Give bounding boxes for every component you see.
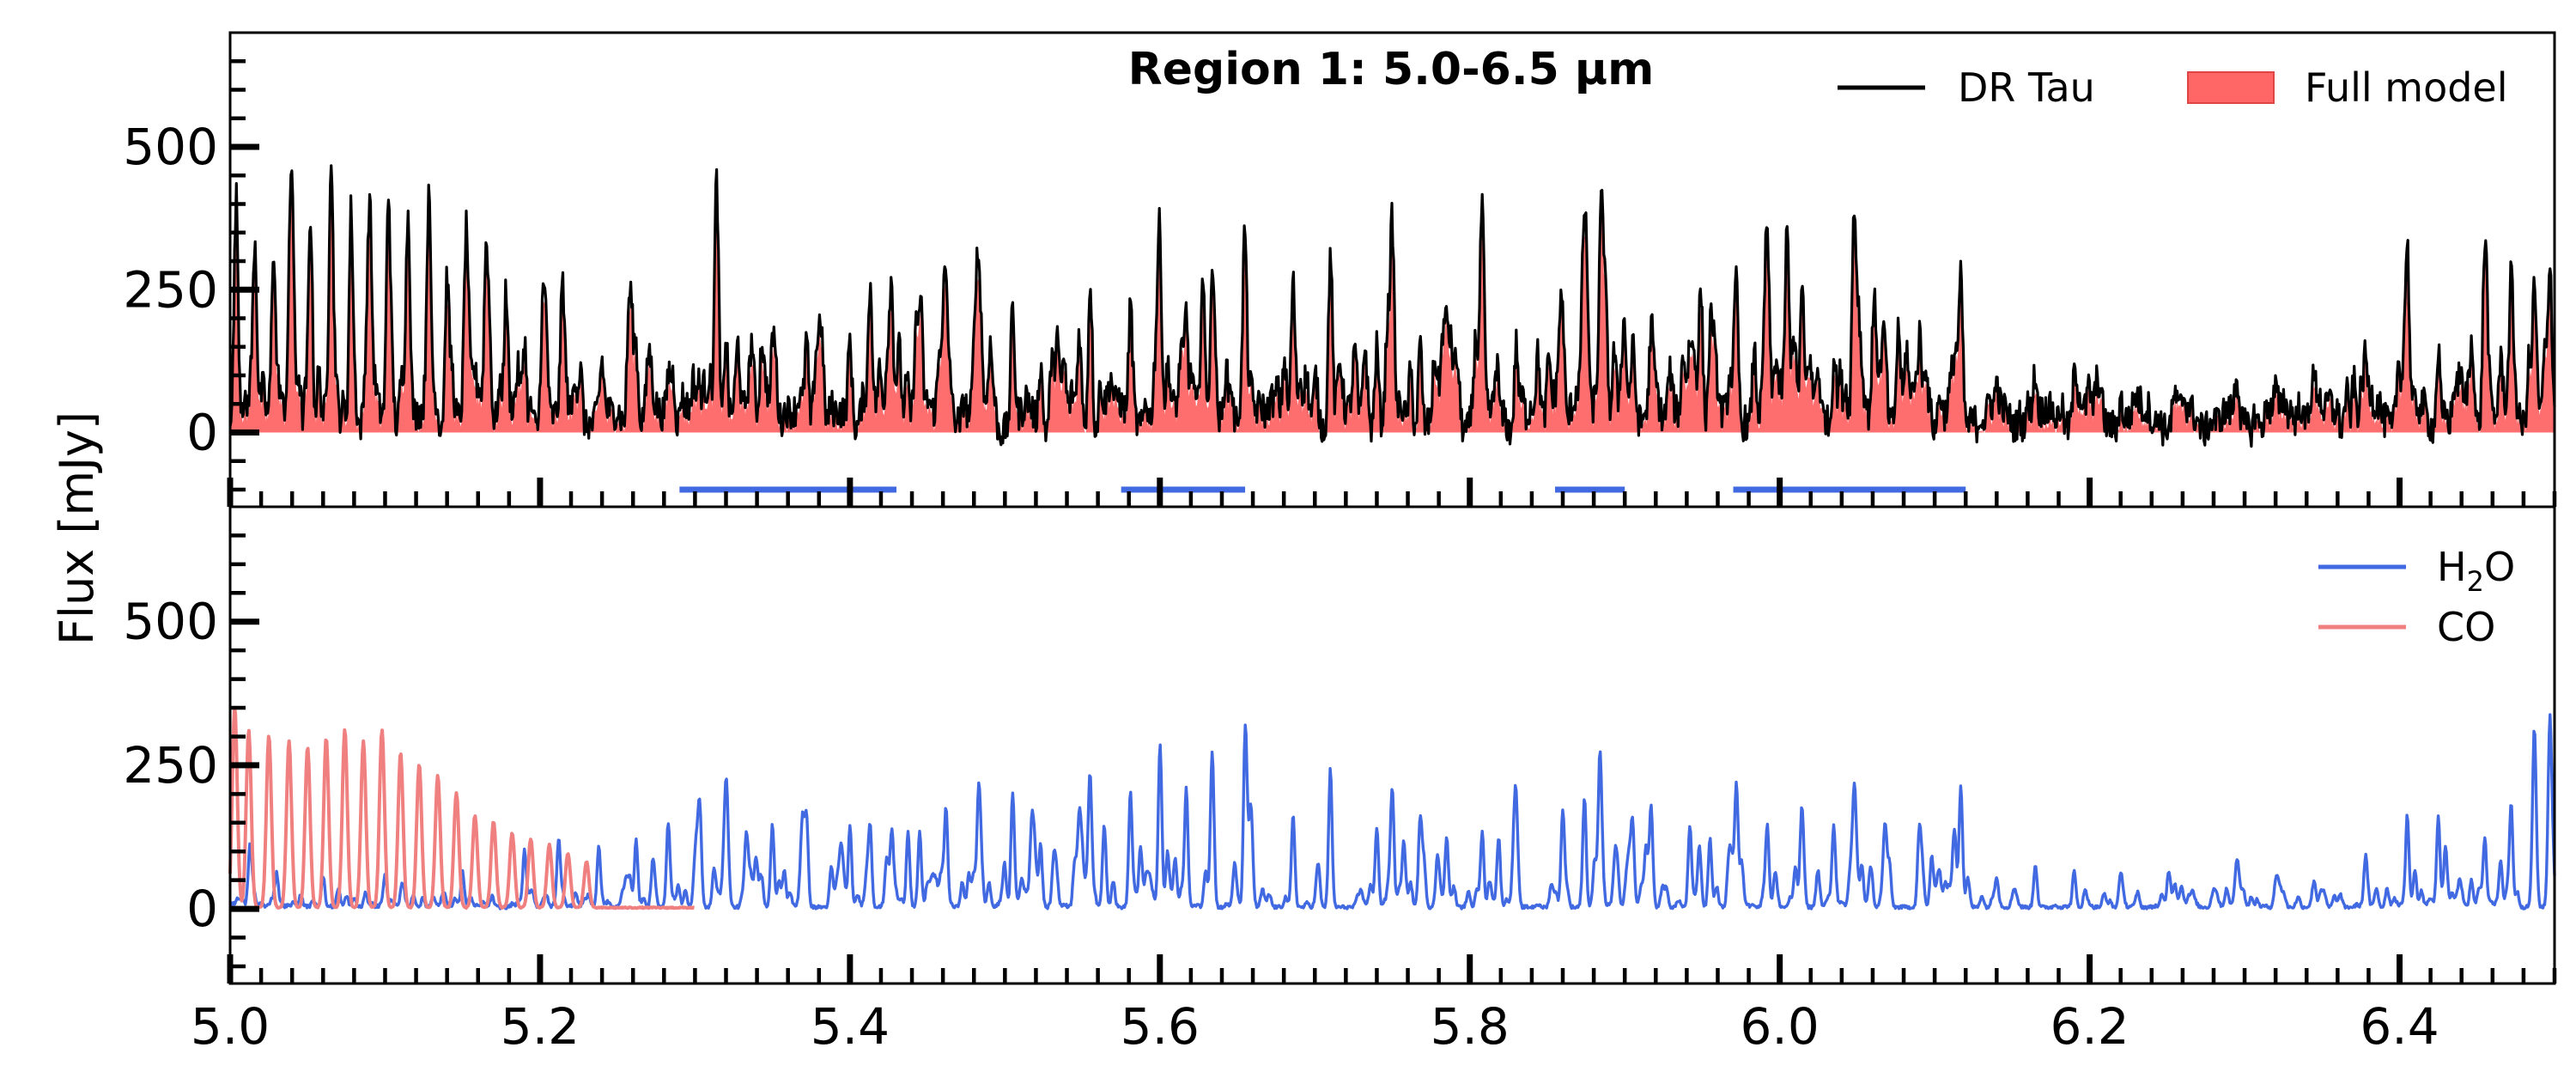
legend-swatch-full-model bbox=[2187, 71, 2275, 104]
legend-label-dr-tau: DR Tau bbox=[1958, 64, 2095, 111]
xtick-label: 6.4 bbox=[2360, 997, 2439, 1056]
top-panel: 0 250 500 bbox=[123, 31, 2557, 509]
legend-label-co: CO bbox=[2437, 604, 2495, 650]
bottom-legend: H2O CO bbox=[2318, 544, 2515, 650]
xtick-label: 6.2 bbox=[2050, 997, 2129, 1056]
bottom-ytick-label: 250 bbox=[123, 736, 218, 795]
full-model-area bbox=[230, 192, 2555, 433]
xtick-label: 5.4 bbox=[811, 997, 890, 1056]
legend-label-h2o: H2O bbox=[2437, 544, 2515, 598]
xtick-label: 6.0 bbox=[1741, 997, 1820, 1056]
xtick-label: 5.0 bbox=[191, 997, 270, 1056]
top-ytick-label: 500 bbox=[123, 118, 218, 176]
y-axis-label: Flux [mJy] bbox=[50, 411, 104, 645]
co-line bbox=[228, 705, 696, 911]
xtick-label: 5.8 bbox=[1431, 997, 1510, 1056]
bottom-ytick-label: 0 bbox=[186, 880, 218, 938]
top-legend: DR Tau Full model bbox=[1838, 64, 2508, 111]
top-ytick-label: 0 bbox=[186, 404, 218, 462]
chart-title: Region 1: 5.0-6.5 μm bbox=[1128, 44, 1655, 95]
bottom-ytick-label: 500 bbox=[123, 593, 218, 651]
bottom-panel: 0 250 500 5.0 5.2 5.4 5.6 5.8 6.0 6.2 6.4 bbox=[123, 505, 2557, 1056]
xtick-label: 5.6 bbox=[1121, 997, 1200, 1056]
xtick-label: 5.2 bbox=[501, 997, 580, 1056]
dr-tau-line bbox=[228, 164, 2556, 448]
bottom-frame bbox=[228, 505, 2556, 985]
h2o-line bbox=[229, 713, 2556, 911]
legend-label-full-model: Full model bbox=[2305, 64, 2508, 111]
top-ytick-label: 250 bbox=[123, 260, 218, 319]
